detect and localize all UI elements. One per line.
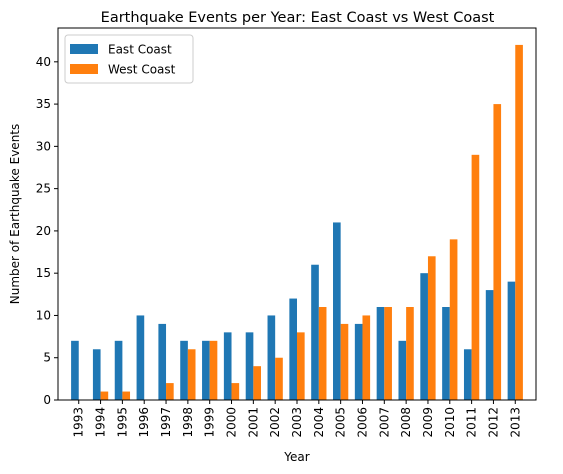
x-tick-label: 1997 [159,407,173,438]
bar-west-coast-2003 [297,332,305,400]
bar-east-coast-1998 [180,340,188,400]
bar-west-coast-2004 [318,307,327,400]
bar-east-coast-1996 [136,315,145,400]
bar-west-coast-2000 [231,383,240,400]
bar-west-coast-1995 [122,391,131,400]
bar-east-coast-2010 [442,307,450,400]
legend-swatch-west-coast [70,64,98,74]
bar-west-coast-2013 [515,44,523,400]
y-tick-label: 40 [36,55,51,69]
bar-east-coast-2013 [507,281,516,400]
bar-east-coast-2007 [376,307,385,400]
bar-west-coast-2012 [493,104,502,400]
x-tick-label: 1999 [203,407,217,438]
bar-west-coast-1998 [187,349,196,400]
y-tick-label: 20 [36,224,51,238]
bar-east-coast-1995 [114,340,123,400]
bar-east-coast-1994 [92,349,101,400]
bar-west-coast-2010 [449,239,458,400]
bar-east-coast-2004 [311,264,319,400]
bar-east-coast-1997 [158,323,167,400]
x-tick-label: 2005 [334,407,348,438]
x-tick-label: 2012 [486,407,500,438]
legend-label-east-coast: East Coast [108,43,172,57]
x-tick-label: 2006 [355,407,369,438]
legend-label-west-coast: West Coast [108,63,176,77]
bar-east-coast-2006 [354,323,363,400]
y-tick-label: 10 [36,308,51,322]
y-axis-title: Number of Earthquake Events [8,124,22,305]
x-tick-label: 1995 [115,407,129,438]
bar-east-coast-2012 [485,290,494,400]
x-tick-label: 2010 [443,407,457,438]
legend: East Coast West Coast [64,34,194,84]
bar-east-coast-2009 [420,273,428,400]
y-tick-label: 25 [36,182,51,196]
x-tick-label: 2000 [225,407,239,438]
bar-west-coast-2011 [471,154,480,400]
legend-swatch-east-coast [70,44,98,54]
y-tick-label: 5 [43,351,51,365]
chart-title: Earthquake Events per Year: East Coast v… [101,10,495,26]
bar-east-coast-2003 [289,298,297,400]
x-tick-label: 2009 [421,407,435,438]
x-tick-label: 2003 [290,407,304,438]
bar-east-coast-2005 [333,222,341,400]
bar-west-coast-1999 [209,340,218,400]
bar-west-coast-2005 [340,323,349,400]
bar-east-coast-1999 [202,340,210,400]
x-tick-label: 2008 [399,407,413,438]
bar-west-coast-1994 [100,391,109,400]
x-axis-title: Year [283,450,309,464]
bar-west-coast-2001 [253,366,261,400]
x-tick-label: 1996 [137,407,151,438]
bar-west-coast-1997 [166,383,174,400]
x-tick-label: 2007 [377,407,391,438]
x-tick-label: 2002 [268,407,282,438]
bar-west-coast-2008 [406,307,414,400]
x-tick-label: 1993 [72,407,86,438]
bar-east-coast-1993 [71,340,79,400]
bar-west-coast-2006 [362,315,371,400]
bar-west-coast-2007 [384,307,392,400]
x-tick-label: 2001 [246,407,260,438]
bar-east-coast-2002 [267,315,276,400]
y-tick-label: 35 [36,97,51,111]
bar-east-coast-2000 [223,332,232,400]
bar-west-coast-2009 [427,256,436,400]
x-tick-label: 2004 [312,407,326,438]
y-tick-label: 0 [43,393,51,407]
bar-east-coast-2008 [398,340,407,400]
y-axis: 0 5 10 15 20 25 30 35 40 [36,55,58,407]
y-tick-label: 30 [36,139,51,153]
x-axis: 1993 1994 1995 1996 1997 1998 1999 2000 2001 2002… [72,400,522,438]
x-tick-label: 1994 [94,407,108,438]
bars-group [71,44,523,400]
x-tick-label: 2011 [465,407,479,438]
x-tick-label: 1998 [181,407,195,438]
bar-west-coast-2002 [275,357,283,400]
y-tick-label: 15 [36,266,51,280]
bar-east-coast-2011 [463,349,472,400]
bar-east-coast-2001 [245,332,254,400]
x-tick-label: 2013 [508,407,522,438]
